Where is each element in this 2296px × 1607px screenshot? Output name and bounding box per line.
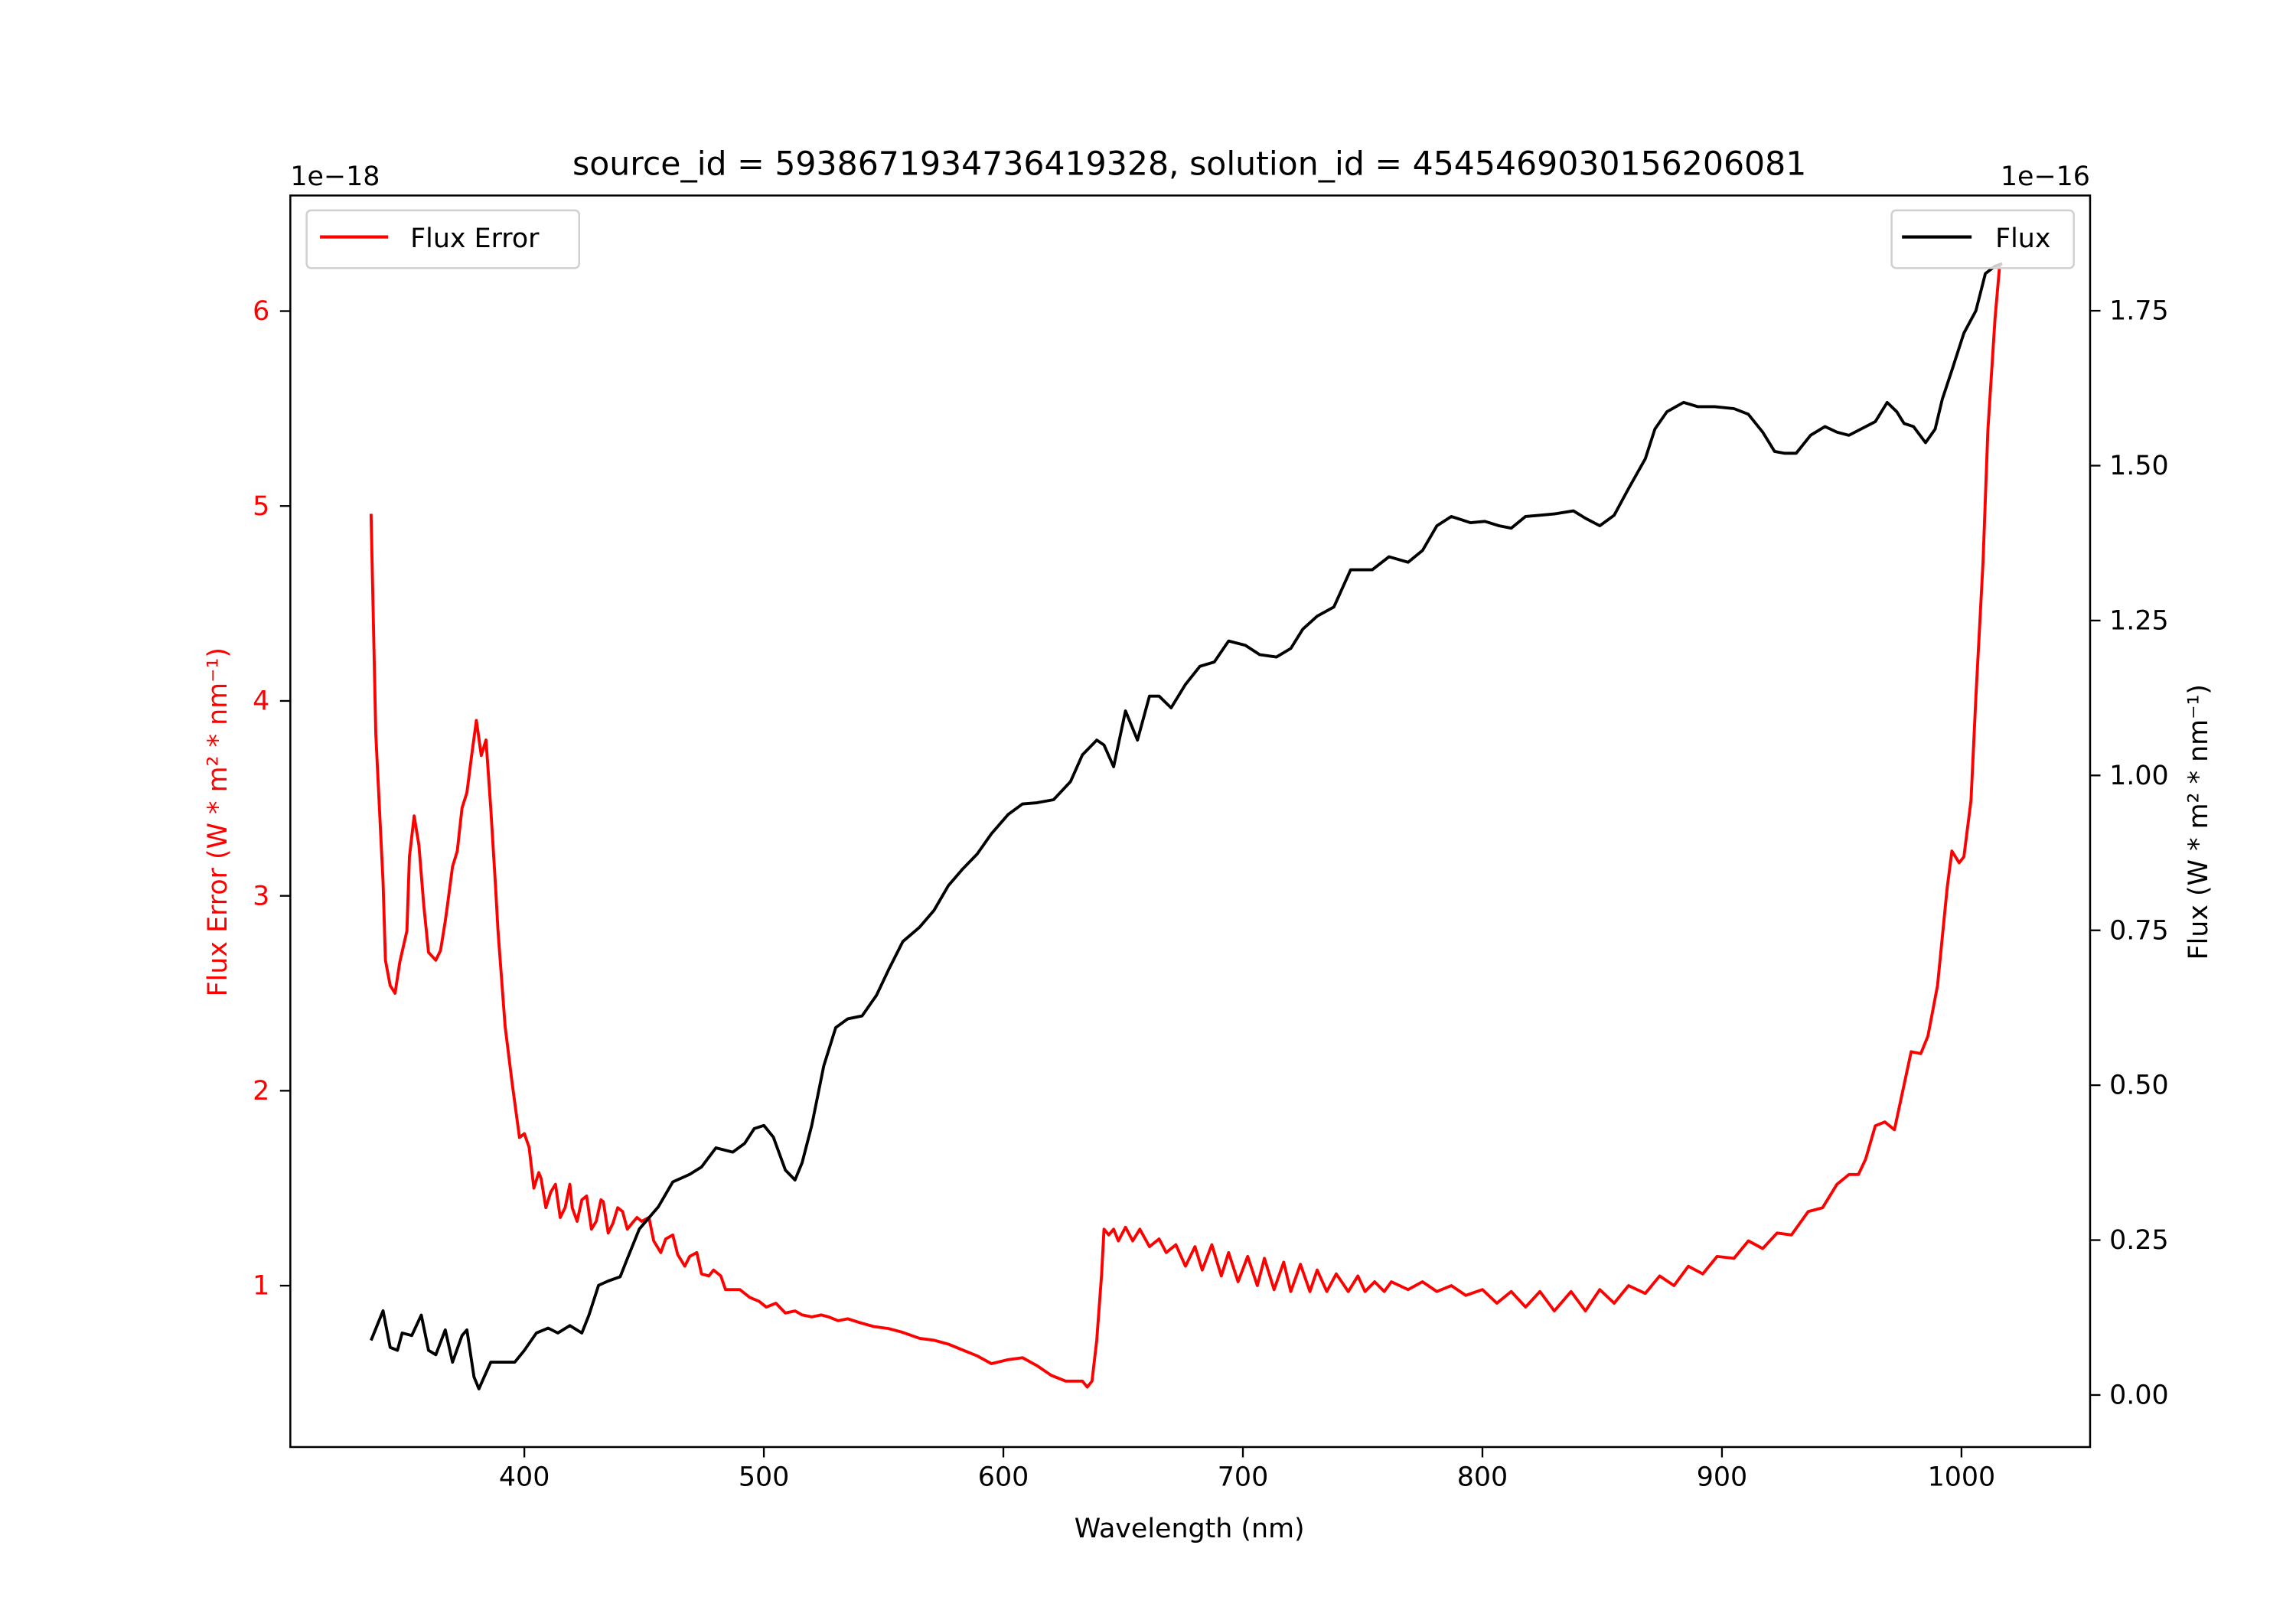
right-axis-label: Flux (W * m² * nm⁻¹) xyxy=(2183,684,2214,960)
left-offset-text: 1e−18 xyxy=(290,161,380,192)
legend-label-flux-error: Flux Error xyxy=(410,223,540,254)
chart-title: source_id = 5938671934736419328, solutio… xyxy=(572,145,1806,183)
legend-box xyxy=(305,209,581,269)
right-offset-text: 1e−16 xyxy=(2001,161,2090,192)
right-y-tick-label: 1.75 xyxy=(2109,296,2169,327)
x-tick-label: 500 xyxy=(739,1462,789,1492)
flux-line xyxy=(370,262,2003,1390)
x-axis-label: Wavelength (nm) xyxy=(1075,1514,1305,1544)
legend-flux: Flux xyxy=(1890,209,2075,269)
x-tick-label: 1000 xyxy=(1928,1462,1996,1492)
x-tick-label: 700 xyxy=(1218,1462,1268,1492)
legend-box xyxy=(1890,209,2075,269)
x-tick-label: 600 xyxy=(978,1462,1029,1492)
right-y-tick-label: 0.25 xyxy=(2109,1225,2169,1256)
left-y-tick-label: 1 xyxy=(253,1271,269,1302)
legend-flux-error: Flux Error xyxy=(305,209,581,269)
legend-label-flux: Flux xyxy=(1995,223,2050,254)
x-tick-label: 900 xyxy=(1697,1462,1747,1492)
left-y-tick-label: 6 xyxy=(253,296,269,327)
left-y-tick-label: 5 xyxy=(253,491,269,522)
left-y-tick-label: 4 xyxy=(253,686,269,717)
right-y-tick-label: 1.50 xyxy=(2109,451,2169,481)
right-y-tick-label: 1.00 xyxy=(2109,761,2169,791)
left-y-tick-label: 3 xyxy=(253,881,269,911)
left-axis-label: Flux Error (W * m² * nm⁻¹) xyxy=(203,647,233,996)
plot-frame xyxy=(289,194,2092,1449)
right-y-tick-label: 0.50 xyxy=(2109,1071,2169,1101)
x-tick-label: 400 xyxy=(499,1462,550,1492)
right-y-tick-label: 1.25 xyxy=(2109,606,2169,637)
right-y-tick-label: 0.00 xyxy=(2109,1380,2169,1411)
left-y-tick-label: 2 xyxy=(253,1076,269,1107)
flux-error-line xyxy=(369,264,2001,1389)
x-tick-label: 800 xyxy=(1457,1462,1508,1492)
right-y-tick-label: 0.75 xyxy=(2109,915,2169,946)
